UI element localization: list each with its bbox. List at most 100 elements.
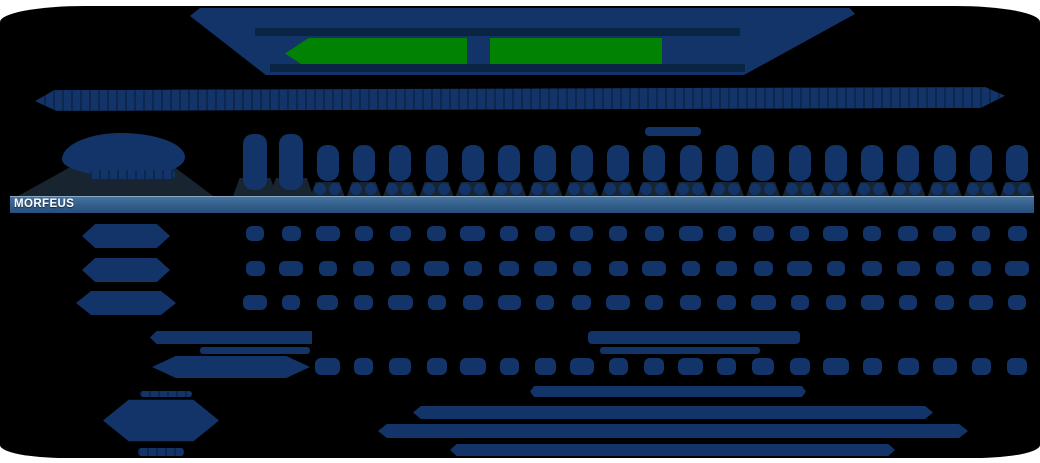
- note-right-silhouette: [588, 331, 800, 344]
- day-number-dot: [894, 183, 907, 195]
- day-column-pill: [607, 145, 629, 181]
- score-dot: [427, 226, 446, 241]
- day-number-dot: [858, 183, 871, 195]
- selected-row-label: MORFEUS: [14, 198, 75, 210]
- day-number-dot: [873, 183, 886, 195]
- day-number-dot: [930, 183, 943, 195]
- note-right-sub-silhouette: [600, 347, 760, 354]
- score-dot: [644, 226, 664, 241]
- score-dot: [572, 295, 592, 310]
- score-dot: [1007, 226, 1027, 241]
- score-dot: [787, 261, 812, 276]
- day-number-dot: [982, 183, 994, 195]
- banner-text-silhouette-bottom: [270, 64, 745, 72]
- score-dot: [279, 261, 304, 276]
- day-column-pill: [788, 145, 811, 181]
- score-dot: [387, 295, 413, 310]
- day-column-pill: [1006, 145, 1029, 181]
- day-column-pill: [970, 145, 992, 181]
- score-dot: [898, 226, 919, 241]
- footer-line-2: [378, 424, 968, 438]
- day-number-dot: [785, 183, 798, 195]
- score-dot: [750, 295, 776, 310]
- day-number-dot: [749, 183, 762, 195]
- day-number-dot: [764, 183, 777, 195]
- score-dot: [717, 226, 736, 241]
- day-column-pill: [498, 145, 521, 181]
- score-dot: [680, 295, 702, 310]
- day-number-dot: [531, 183, 544, 195]
- day-number-dot: [967, 183, 979, 195]
- day-column-pill: [897, 145, 920, 181]
- score-dot: [972, 226, 990, 241]
- day-number-dot: [546, 183, 559, 195]
- week-label-silhouette: [645, 127, 701, 136]
- day-number-dot: [836, 183, 849, 195]
- league-logo: [62, 133, 185, 177]
- stats-dot: [569, 358, 594, 375]
- score-dot: [497, 295, 521, 310]
- day-column-pill: [279, 134, 304, 190]
- score-dot: [389, 226, 411, 241]
- headline-text-silhouette: [35, 86, 1005, 112]
- day-column-pill: [352, 145, 375, 181]
- day-column-pill: [243, 134, 267, 190]
- score-dot: [243, 295, 267, 310]
- score-dot: [896, 261, 920, 276]
- stats-dot: [971, 358, 991, 375]
- footer-line-1: [413, 406, 933, 419]
- day-column-pill: [534, 145, 557, 181]
- score-dot: [825, 295, 846, 310]
- stats-dot: [862, 358, 882, 375]
- day-column-pill: [461, 145, 484, 181]
- stats-dot: [389, 358, 412, 375]
- stats-dot: [354, 358, 374, 375]
- score-dot: [246, 226, 264, 241]
- main-panel: MORFEUS: [0, 6, 1040, 458]
- day-number-dot: [676, 183, 689, 195]
- day-number-dot: [364, 183, 377, 195]
- day-column-pill: [425, 145, 448, 181]
- score-dot: [499, 261, 520, 276]
- score-dot: [533, 261, 557, 276]
- stats-dot: [897, 358, 919, 375]
- hexagon-badge[interactable]: [103, 399, 219, 442]
- score-dot: [570, 226, 594, 241]
- stats-dot: [1007, 358, 1028, 375]
- score-dot: [645, 295, 664, 310]
- score-dot: [678, 226, 703, 241]
- score-dot: [860, 295, 884, 310]
- score-dot: [354, 226, 373, 241]
- day-number-dot: [401, 183, 414, 195]
- score-dot: [716, 261, 738, 276]
- stats-dot: [459, 358, 486, 375]
- day-column-pill: [861, 145, 884, 181]
- competitor-label-silhouette[interactable]: [82, 258, 170, 282]
- score-dot: [354, 295, 374, 310]
- day-column-pill: [933, 145, 956, 181]
- day-number-dot: [458, 183, 471, 195]
- score-dot: [717, 295, 737, 310]
- score-dot: [500, 226, 519, 241]
- day-number-dot: [691, 183, 704, 195]
- selected-row-bar[interactable]: MORFEUS: [10, 196, 1034, 213]
- score-dot: [1008, 295, 1027, 310]
- stats-dot: [822, 358, 849, 375]
- score-dot: [753, 261, 773, 276]
- competitor-label-silhouette[interactable]: [76, 291, 176, 315]
- center-caption-silhouette: [530, 386, 806, 397]
- score-dot: [463, 261, 482, 276]
- hexagon-caption-top: [140, 391, 192, 397]
- stats-dot: [499, 358, 519, 375]
- banner-primary-button[interactable]: [490, 38, 662, 69]
- score-dot: [318, 261, 337, 276]
- score-dot: [935, 261, 954, 276]
- competitor-label-silhouette[interactable]: [82, 224, 170, 248]
- score-dot: [315, 226, 340, 241]
- score-dot: [282, 295, 301, 310]
- day-number-dot: [328, 183, 341, 195]
- day-number-dot: [655, 183, 668, 195]
- score-dot: [790, 226, 809, 241]
- score-dot: [823, 226, 849, 241]
- banner-back-button[interactable]: [285, 38, 467, 69]
